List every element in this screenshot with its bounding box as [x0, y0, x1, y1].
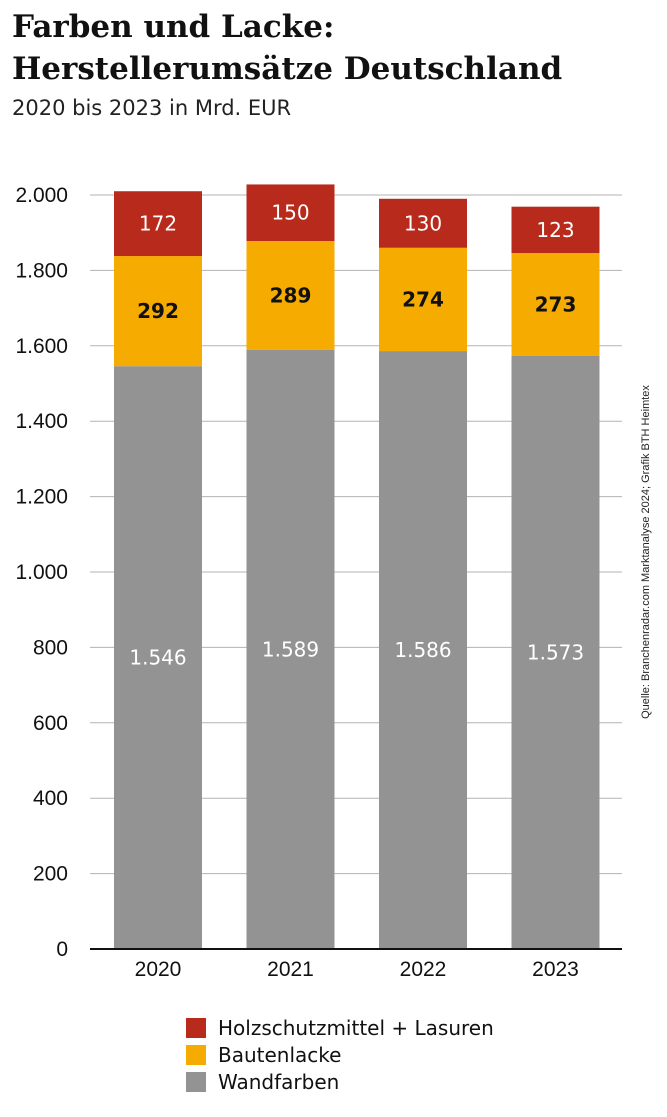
x-tick-label: 2021	[267, 958, 314, 981]
x-tick-label: 2020	[135, 958, 182, 981]
bar-segment	[114, 366, 202, 950]
y-tick-label: 1.600	[15, 335, 68, 358]
bar-value-label: 1.573	[527, 640, 584, 664]
y-tick-label: 400	[33, 787, 68, 810]
legend-swatch-holzschutzmittel	[186, 1017, 206, 1038]
bar-value-label: 292	[137, 299, 179, 323]
x-tick-label: 2023	[532, 958, 579, 981]
chart-subtitle: 2020 bis 2023 in Mrd. EUR	[12, 96, 292, 120]
bar-value-label: 172	[139, 212, 177, 236]
y-tick-label: 800	[33, 636, 68, 659]
bar-segment	[511, 206, 600, 254]
legend-label-wandfarben: Wandfarben	[218, 1069, 340, 1094]
y-tick-label: 1.000	[15, 561, 68, 584]
legend-label-bautenlacke: Bautenlacke	[218, 1042, 342, 1067]
bar-value-label: 273	[535, 293, 577, 317]
legend-item-wandfarben: Wandfarben	[186, 1068, 494, 1095]
bar-segment	[114, 256, 202, 367]
source-note-text: Quelle: Branchenradar.com Marktanalyse 2…	[640, 385, 652, 719]
bar-value-label: 130	[404, 211, 442, 235]
y-tick-label: 1.800	[15, 259, 68, 282]
bar-value-label: 1.586	[394, 638, 451, 662]
bar-segment	[246, 349, 335, 949]
bar-segment	[246, 184, 335, 241]
bar-value-label: 289	[270, 283, 312, 307]
y-tick-label: 600	[33, 712, 68, 735]
y-tick-label: 200	[33, 863, 68, 886]
x-tick-label: 2022	[400, 958, 447, 981]
legend: Holzschutzmittel + Lasuren Bautenlacke W…	[186, 1014, 494, 1095]
bar-value-label: 123	[536, 218, 574, 242]
legend-label-holzschutzmittel: Holzschutzmittel + Lasuren	[218, 1015, 494, 1040]
bar-value-label: 1.589	[262, 637, 319, 661]
y-tick-label: 1.400	[15, 410, 68, 433]
bar-segment	[379, 351, 467, 949]
y-tick-label: 1.200	[15, 486, 68, 509]
bar-value-label: 150	[271, 201, 309, 225]
bar-segment	[114, 191, 202, 257]
legend-swatch-wandfarben	[186, 1071, 206, 1092]
legend-item-bautenlacke: Bautenlacke	[186, 1041, 494, 1068]
y-tick-label: 0	[56, 938, 68, 961]
bar-segment	[246, 240, 335, 350]
legend-item-holzschutzmittel: Holzschutzmittel + Lasuren	[186, 1014, 494, 1041]
y-tick-label: 2.000	[15, 184, 68, 207]
bar-segment	[379, 247, 467, 352]
chart-title-line-2: Herstellerumsätze Deutschland	[12, 51, 563, 87]
bar-segment	[511, 253, 600, 356]
legend-swatch-bautenlacke	[186, 1044, 206, 1065]
bar-value-label: 274	[402, 287, 444, 311]
bar-segment	[511, 355, 600, 949]
bar-segment	[379, 198, 467, 248]
chart-title: Farben und Lacke: Herstellerumsätze Deut…	[12, 6, 562, 90]
chart-title-line-1: Farben und Lacke:	[12, 9, 335, 45]
bar-value-label: 1.546	[129, 646, 186, 670]
